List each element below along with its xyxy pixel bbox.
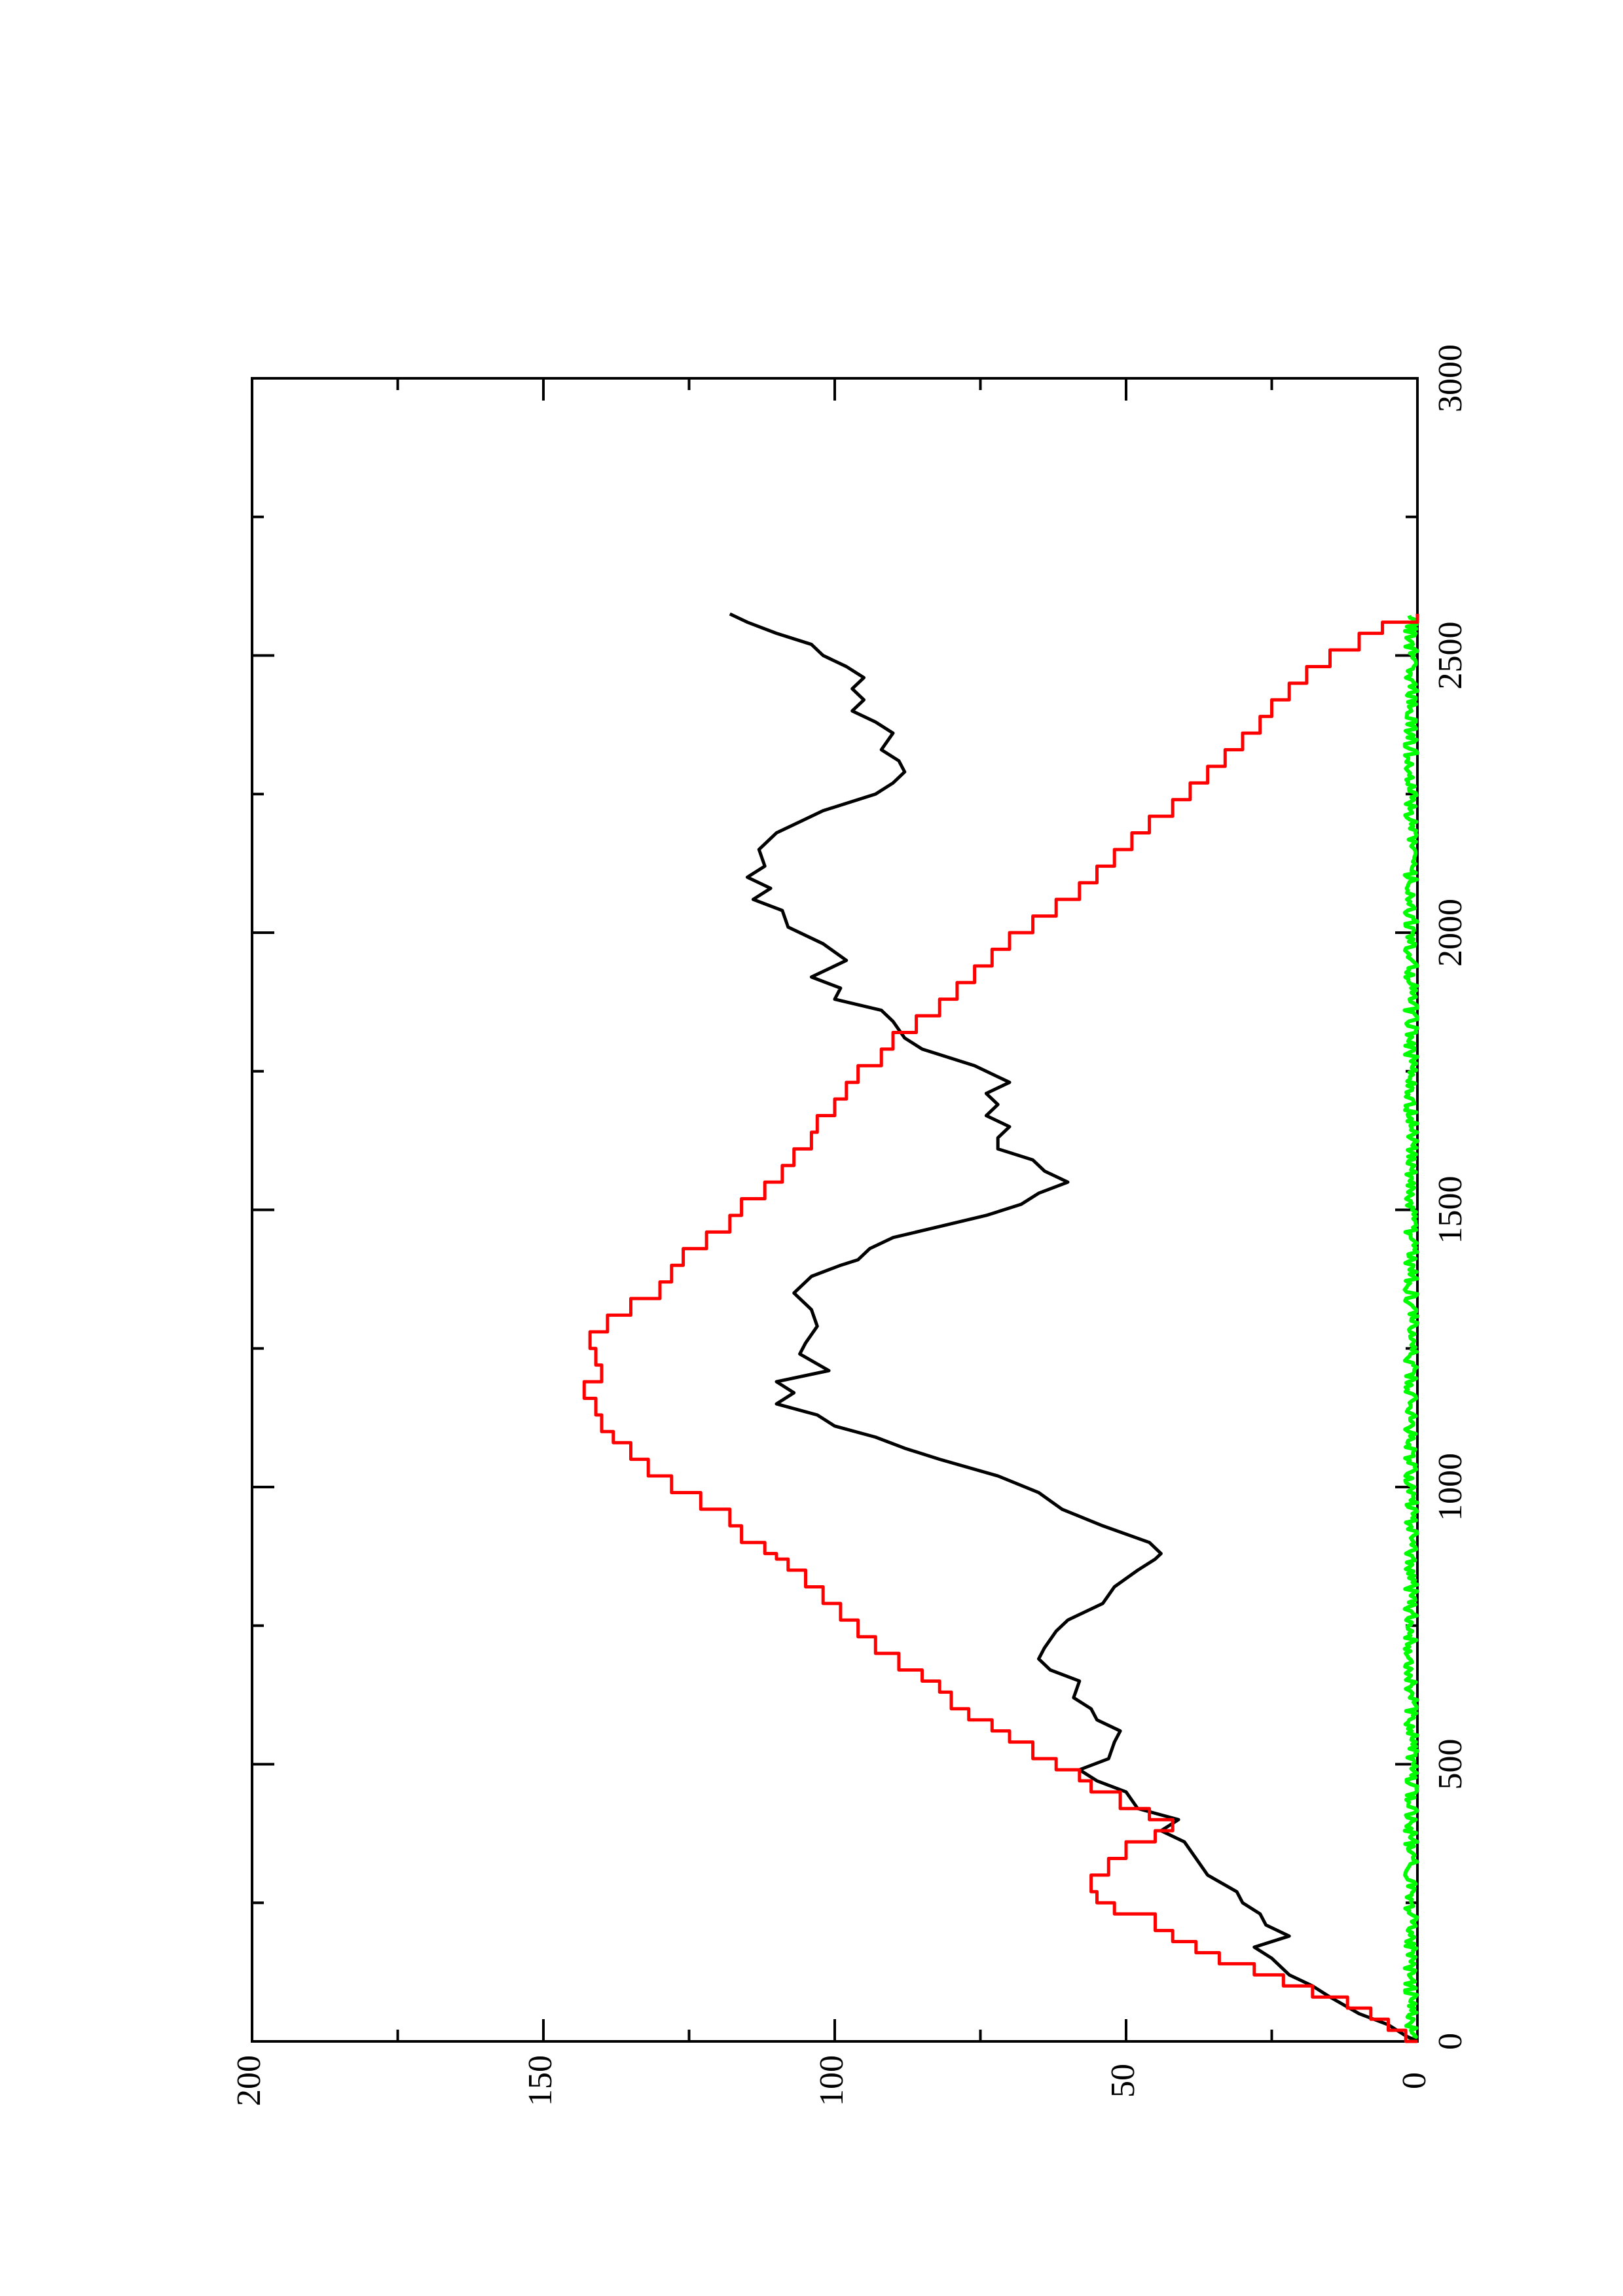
axis-tick-labels: 0 500 1000 1500 2000 2500 3000 0 50 100 150 200 bbox=[230, 344, 1469, 2106]
x-tick-label: 2500 bbox=[1432, 622, 1469, 690]
x-tick-label: 500 bbox=[1432, 1739, 1469, 1790]
series-line bbox=[1402, 615, 1419, 2043]
x-tick-label: 1000 bbox=[1432, 1453, 1469, 1521]
axis-ticks bbox=[251, 377, 1419, 2043]
series-line bbox=[729, 612, 1419, 2043]
y-tick-label: 50 bbox=[1104, 2064, 1142, 2098]
plot-frame bbox=[251, 377, 1419, 2043]
x-tick-label: 3000 bbox=[1432, 344, 1469, 412]
x-tick-label: 2000 bbox=[1432, 899, 1469, 967]
series-line bbox=[582, 613, 1419, 2043]
series-group bbox=[582, 612, 1419, 2043]
y-tick-label: 0 bbox=[1396, 2072, 1433, 2089]
x-tick-label: 0 bbox=[1432, 2033, 1469, 2050]
y-tick-label: 150 bbox=[522, 2055, 559, 2106]
y-tick-label: 100 bbox=[813, 2055, 850, 2106]
y-tick-label: 200 bbox=[230, 2055, 268, 2106]
x-tick-label: 1500 bbox=[1432, 1176, 1469, 1244]
